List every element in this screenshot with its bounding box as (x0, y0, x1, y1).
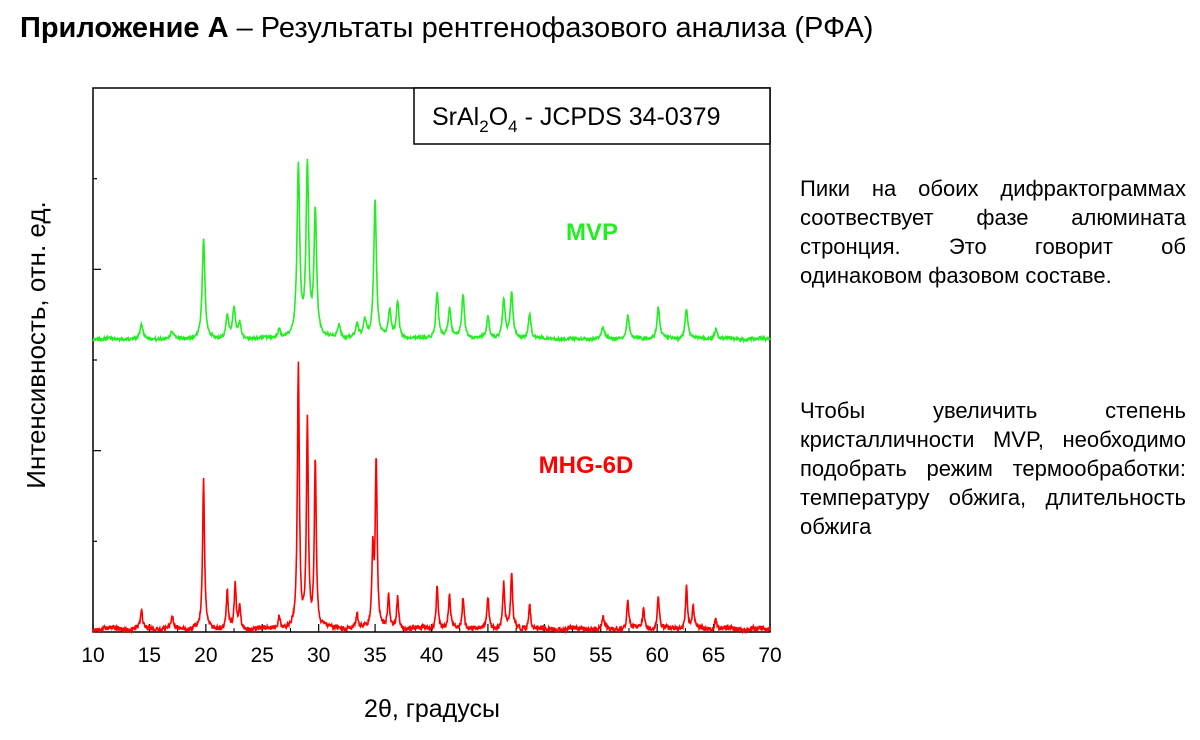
x-tick-label: 15 (138, 644, 161, 667)
series-line-1 (92, 361, 771, 635)
x-tick-label: 60 (645, 644, 668, 667)
y-axis-label: Интенсивность, отн. ед. (21, 201, 51, 488)
x-tick-label: 35 (363, 644, 386, 667)
x-tick-label: 20 (194, 644, 217, 667)
page-title-bold: Приложение А (20, 12, 229, 44)
legend-box: SrAl2O4 - JCPDS 34-0379 (413, 87, 771, 145)
x-tick-label: 30 (307, 644, 330, 667)
x-tick-label: 25 (251, 644, 274, 667)
legend-box-text: SrAl2O4 - JCPDS 34-0379 (432, 103, 721, 136)
x-tick-label: 40 (420, 644, 443, 667)
x-tick-label: 55 (589, 644, 612, 667)
x-tick-label: 10 (81, 644, 104, 667)
series-label-1: MHG-6D (539, 452, 634, 479)
legend-formula-sub2: 4 (508, 117, 517, 136)
note-crystallinity: Чтобы увеличить степень кристалличности … (800, 398, 1186, 539)
plot-frame (92, 87, 771, 633)
note-phase-composition: Пики на обоих дифрактограммах соотвеству… (800, 176, 1186, 288)
chart-axes: 10 15 20 25 30 35 40 45 50 55 60 65 70 (81, 87, 782, 667)
legend-formula-mid: O (489, 103, 508, 131)
x-tick-label: 45 (476, 644, 499, 667)
x-tick-label: 50 (533, 644, 556, 667)
legend-box-frame (413, 87, 771, 145)
page-title-rest: – Результаты рентгенофазового анализа (Р… (228, 12, 874, 44)
page-title: Приложение А – Результаты рентгенофазово… (20, 12, 873, 45)
x-axis-label: 2θ, градусы (364, 695, 500, 723)
series-layer: MVP MHG-6D (92, 158, 771, 635)
series-label-0: MVP (566, 219, 618, 246)
legend-formula-sub1: 2 (479, 117, 488, 136)
legend-formula-base: SrAl (432, 103, 479, 131)
series-line-0 (92, 158, 771, 344)
x-tick-label: 65 (702, 644, 725, 667)
legend-formula-suffix: - JCPDS 34-0379 (518, 103, 721, 131)
x-tick-label: 70 (758, 644, 781, 667)
